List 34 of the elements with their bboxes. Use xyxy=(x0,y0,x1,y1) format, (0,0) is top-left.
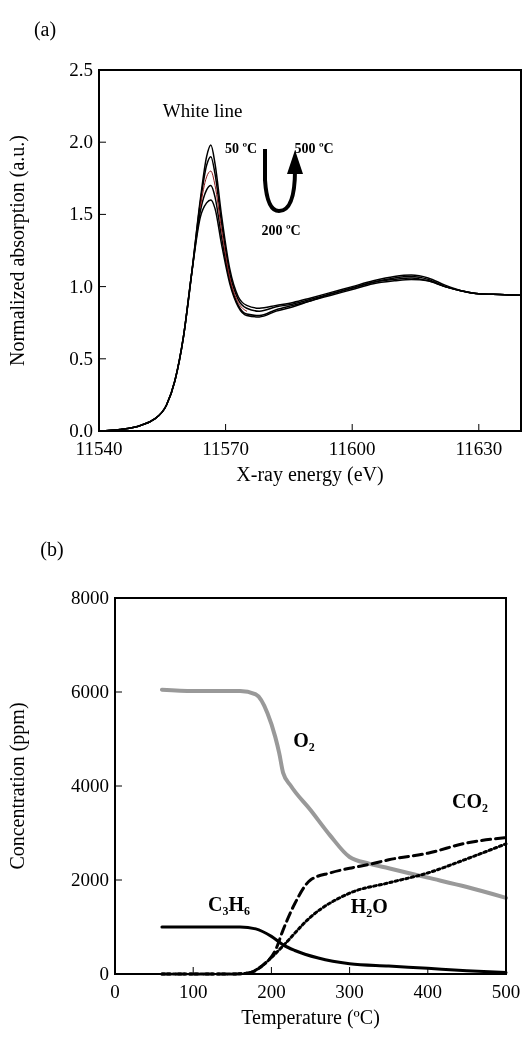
y-tick-label: 1.0 xyxy=(69,275,93,297)
annotation: 200 ºC xyxy=(261,223,301,238)
y-tick-label: 0.5 xyxy=(69,347,93,369)
y-tick-label: 0.0 xyxy=(69,420,93,441)
y-tick-label: 8000 xyxy=(71,587,109,608)
x-axis-title: X-ray energy (eV) xyxy=(236,463,384,486)
y-tick-label: 2000 xyxy=(71,869,109,890)
x-tick-label: 200 xyxy=(257,981,286,1002)
y-tick-label: 2.0 xyxy=(69,131,93,153)
x-tick-label: 11630 xyxy=(455,438,503,459)
annotation: 50 ºC xyxy=(224,141,258,156)
annotation: 500 ºC xyxy=(294,141,334,156)
y-tick-label: 0 xyxy=(99,963,109,984)
x-tick-label: 400 xyxy=(413,981,443,1002)
chart-title: (b) xyxy=(40,538,64,561)
y-tick-label: 1.5 xyxy=(69,203,93,225)
chart-title: (a) xyxy=(33,18,57,41)
series-label: H₂O xyxy=(350,894,388,917)
x-tick-label: 300 xyxy=(335,981,364,1002)
x-tick-label: 100 xyxy=(178,981,208,1002)
y-axis-title: Normalized absorption (a.u.) xyxy=(6,134,29,367)
series-label: O₂ xyxy=(293,729,315,752)
y-tick-label: 2.5 xyxy=(69,59,93,80)
y-tick-label: 6000 xyxy=(71,681,109,702)
series-label: C₃H₆ xyxy=(208,893,251,915)
y-axis-title: Concentration (ppm) xyxy=(6,702,29,870)
x-tick-label: 11570 xyxy=(202,438,249,459)
x-tick-label: 11540 xyxy=(75,438,123,459)
x-axis-title: Temperature (ºC) xyxy=(241,1006,380,1029)
annotation: White line xyxy=(162,100,243,122)
y-tick-label: 4000 xyxy=(71,775,109,796)
series-label: CO₂ xyxy=(452,789,488,812)
x-tick-label: 500 xyxy=(491,981,521,1002)
x-tick-label: 11600 xyxy=(328,438,376,459)
